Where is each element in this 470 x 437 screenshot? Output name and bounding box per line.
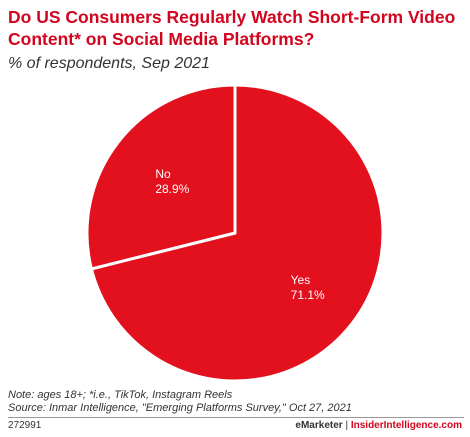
footer-divider — [8, 417, 464, 418]
chart-id: 272991 — [8, 420, 42, 431]
pie-slices — [85, 83, 385, 380]
chart-source: Source: Inmar Intelligence, "Emerging Pl… — [8, 402, 352, 414]
chart-subtitle: % of respondents, Sep 2021 — [8, 55, 210, 72]
pie-value-yes: 71.1% — [291, 288, 325, 302]
pie-slice-yes — [89, 83, 385, 380]
pie-slice-no — [85, 83, 237, 271]
pie-value-no: 28.9% — [155, 182, 189, 196]
pie-label-no: No — [155, 167, 171, 181]
brand-insider-intelligence: InsiderIntelligence.com — [350, 420, 462, 431]
chart-title: Do US Consumers Regularly Watch Short-Fo… — [8, 7, 456, 49]
pie-label-yes: Yes — [291, 273, 311, 287]
brand-separator: | — [345, 420, 349, 431]
brand-emarketer: eMarketer — [295, 420, 343, 431]
footer-branding: eMarketer | InsiderIntelligence.com — [295, 420, 462, 431]
chart-note: Note: ages 18+; *i.e., TikTok, Instagram… — [8, 389, 233, 401]
